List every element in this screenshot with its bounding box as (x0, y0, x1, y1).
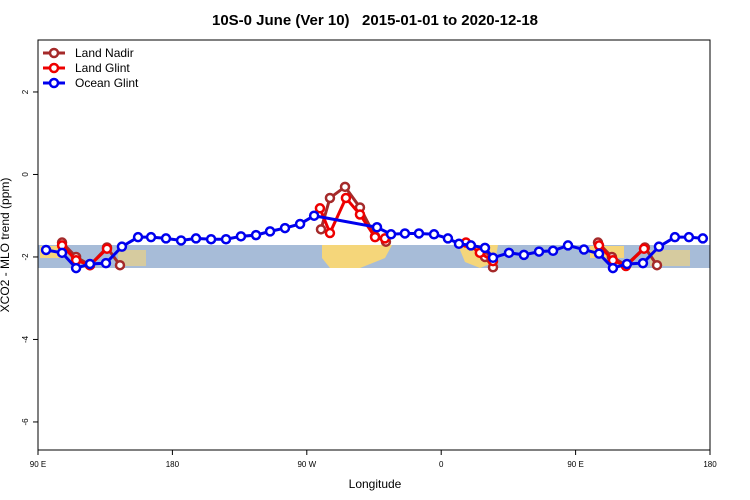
point (653, 241, 665, 252)
point (100, 257, 112, 269)
point (428, 229, 440, 240)
point (279, 222, 291, 234)
point (160, 233, 172, 244)
point (314, 203, 326, 214)
point (651, 259, 663, 271)
point (503, 247, 515, 259)
point (324, 227, 336, 239)
point (669, 231, 681, 243)
series-line (597, 244, 646, 268)
series-line (60, 244, 109, 267)
point (465, 240, 477, 251)
point (562, 240, 574, 251)
point (369, 231, 381, 243)
y-axis-label: XCO2 - MLO trend (ppm) (0, 178, 12, 313)
point (101, 243, 113, 254)
x-tick-label: 0 (439, 460, 444, 469)
point (354, 209, 366, 220)
point (70, 262, 82, 274)
point (533, 246, 545, 257)
x-axis-label: Longitude (349, 477, 402, 491)
point (413, 228, 425, 239)
point (637, 257, 649, 269)
point (442, 233, 454, 244)
x-tick-label: 180 (166, 460, 180, 469)
point (547, 245, 559, 257)
point (235, 231, 247, 242)
y-tick-label: -4 (21, 335, 30, 343)
point (250, 229, 262, 241)
point (339, 181, 351, 193)
point (453, 238, 465, 250)
x-tick-label: 90 E (567, 460, 583, 469)
point (340, 192, 352, 204)
point (487, 252, 499, 264)
point (56, 247, 68, 259)
point (578, 244, 590, 255)
point (145, 231, 157, 243)
point (683, 231, 695, 243)
legend-label: Land Glint (75, 61, 130, 75)
legend-label: Land Nadir (75, 46, 134, 60)
point (385, 229, 397, 240)
y-tick-label: 2 (21, 89, 30, 94)
x-tick-label: 90 W (297, 460, 316, 469)
point (315, 224, 327, 235)
point (593, 248, 605, 259)
point (518, 249, 530, 261)
legend-marker (48, 62, 60, 74)
point (264, 226, 276, 237)
x-tick-label: 180 (703, 460, 717, 469)
plot-frame (37, 39, 711, 451)
point (399, 228, 411, 239)
x-tick-label: 90 E (30, 460, 46, 469)
point (175, 235, 187, 246)
point (697, 233, 709, 244)
point (190, 233, 202, 244)
point (114, 259, 126, 271)
point (84, 258, 96, 270)
point (324, 192, 336, 204)
point (220, 233, 232, 245)
point (294, 218, 306, 230)
point (371, 222, 383, 233)
y-tick-label: 0 (21, 172, 30, 177)
point (132, 231, 144, 243)
point (40, 244, 52, 256)
legend-label: Ocean Glint (75, 76, 139, 90)
point (116, 241, 128, 252)
point (205, 233, 217, 245)
point (607, 262, 619, 274)
point (621, 258, 633, 270)
legend-marker (48, 77, 60, 89)
y-tick-label: -2 (21, 253, 30, 261)
point (593, 240, 605, 251)
y-tick-label: -6 (21, 418, 30, 426)
chart-title: 10S-0 June (Ver 10) 2015-01-01 to 2020-1… (212, 12, 538, 29)
point (308, 210, 320, 221)
point (479, 242, 491, 254)
legend-marker (48, 47, 60, 59)
point (638, 243, 650, 254)
